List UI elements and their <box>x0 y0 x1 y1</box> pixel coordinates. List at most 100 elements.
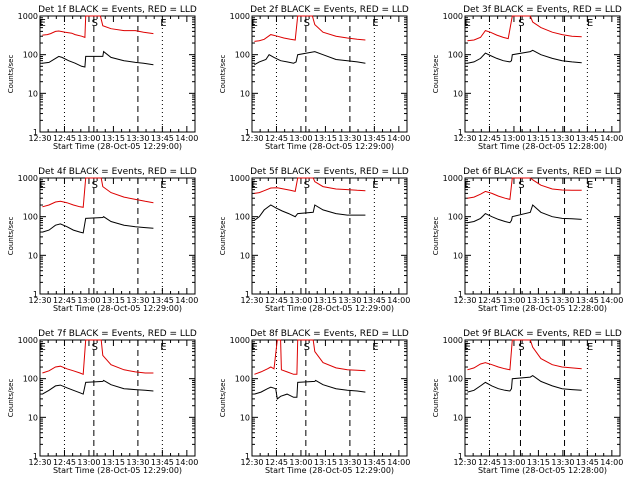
marker-s-label: S <box>518 342 524 353</box>
plot-frame <box>251 339 408 457</box>
series-black-line <box>42 379 154 395</box>
series-red-line <box>42 177 154 208</box>
x-tick-label: 14:00 <box>600 458 623 467</box>
series-black-line <box>467 204 582 224</box>
x-tick-label: 13:30 <box>551 458 574 467</box>
marker-e-label: E <box>251 18 257 29</box>
plot-frame <box>39 339 196 457</box>
x-tick-label: 13:45 <box>363 296 386 305</box>
series-red-line <box>254 15 366 42</box>
x-tick-label: 13:45 <box>363 134 386 143</box>
x-tick-label: 14:00 <box>175 134 198 143</box>
plot-frame <box>251 15 408 133</box>
x-tick-label: 12:30 <box>28 296 51 305</box>
x-tick-label: 13:00 <box>502 458 525 467</box>
x-axis-label: Start Time (28-Oct-05 12:28:00) <box>478 304 607 313</box>
x-tick-label: 13:15 <box>102 296 125 305</box>
x-tick-label: 12:45 <box>265 134 288 143</box>
series-black-line <box>42 216 154 234</box>
series-red-line <box>42 15 154 39</box>
y-tick-label: 10 <box>453 251 463 260</box>
y-tick-label: 1 <box>458 128 463 137</box>
marker-e-label: E <box>251 342 257 353</box>
x-tick-label: 13:30 <box>126 458 149 467</box>
marker-e-label: E <box>587 18 593 29</box>
marker-s-label: S <box>518 18 524 29</box>
series-black-line <box>254 204 366 221</box>
marker-e-label: E <box>372 180 378 191</box>
panel-title: Det 8f BLACK = Events, RED = LLD <box>250 329 409 339</box>
panel-det-9: Det 9f BLACK = Events, RED = LLD Counts/s… <box>432 329 623 475</box>
y-tick-label: 1 <box>33 128 38 137</box>
y-tick-label: 10 <box>28 413 38 422</box>
x-tick-label: 12:45 <box>53 134 76 143</box>
x-tick-label: 12:45 <box>478 458 501 467</box>
panel-title: Det 2f BLACK = Events, RED = LLD <box>250 5 409 15</box>
marker-e-label: E <box>160 342 166 353</box>
y-axis-label: Counts/sec <box>432 55 440 94</box>
panel-det-8: Det 8f BLACK = Events, RED = LLD Counts/s… <box>219 329 410 475</box>
x-tick-label: 12:30 <box>28 458 51 467</box>
marker-e-label: E <box>464 18 470 29</box>
y-axis-label: Counts/sec <box>7 55 15 94</box>
x-tick-label: 12:45 <box>265 458 288 467</box>
y-tick-label: 10 <box>240 89 250 98</box>
x-tick-label: 13:30 <box>126 296 149 305</box>
y-tick-label: 1000 <box>230 174 250 183</box>
marker-e-label: E <box>587 342 593 353</box>
y-tick-label: 100 <box>235 213 250 222</box>
panel-title: Det 3f BLACK = Events, RED = LLD <box>463 5 622 15</box>
marker-e-label: E <box>251 180 257 191</box>
x-tick-label: 13:30 <box>338 296 361 305</box>
series-red-line <box>467 177 582 201</box>
x-axis-label: Start Time (28-Oct-05 12:29:00) <box>53 304 182 313</box>
series-black-line <box>467 49 582 64</box>
y-axis-label: Counts/sec <box>219 379 227 418</box>
x-tick-label: 13:15 <box>527 458 550 467</box>
x-axis-label: Start Time (28-Oct-05 12:28:00) <box>478 466 607 475</box>
x-tick-label: 14:00 <box>175 296 198 305</box>
y-axis-label: Counts/sec <box>219 55 227 94</box>
y-tick-label: 1000 <box>18 174 38 183</box>
marker-s-label: S <box>92 342 98 353</box>
x-tick-label: 13:45 <box>576 134 599 143</box>
marker-e-label: E <box>39 180 45 191</box>
x-axis-label: Start Time (28-Oct-05 12:29:00) <box>265 466 394 475</box>
x-tick-label: 14:00 <box>600 134 623 143</box>
x-tick-label: 13:00 <box>289 458 312 467</box>
y-tick-label: 1000 <box>230 12 250 21</box>
y-tick-label: 10 <box>240 413 250 422</box>
x-tick-label: 12:30 <box>453 134 476 143</box>
x-tick-label: 13:15 <box>527 134 550 143</box>
marker-s-label: S <box>518 180 524 191</box>
y-tick-label: 100 <box>235 51 250 60</box>
marker-e-label: E <box>587 180 593 191</box>
x-tick-label: 14:00 <box>175 458 198 467</box>
marker-s-label: S <box>92 18 98 29</box>
x-tick-label: 12:30 <box>240 296 263 305</box>
y-tick-label: 1000 <box>18 12 38 21</box>
x-tick-label: 14:00 <box>387 458 410 467</box>
panel-title: Det 1f BLACK = Events, RED = LLD <box>38 5 197 15</box>
marker-s-label: S <box>304 180 310 191</box>
plot-frame <box>39 15 196 133</box>
y-axis-label: Counts/sec <box>219 217 227 256</box>
plot-frame <box>464 339 621 457</box>
panel-det-6: Det 6f BLACK = Events, RED = LLD Counts/s… <box>432 167 623 313</box>
y-tick-label: 1 <box>245 290 250 299</box>
marker-e-label: E <box>39 342 45 353</box>
y-tick-label: 1 <box>245 128 250 137</box>
x-tick-label: 12:45 <box>53 458 76 467</box>
y-tick-label: 1 <box>33 290 38 299</box>
x-tick-label: 13:00 <box>502 296 525 305</box>
series-red-line <box>254 177 366 194</box>
x-tick-label: 13:45 <box>151 458 174 467</box>
x-tick-label: 14:00 <box>387 134 410 143</box>
y-axis-label: Counts/sec <box>7 217 15 256</box>
y-tick-label: 100 <box>448 375 463 384</box>
y-axis-label: Counts/sec <box>432 379 440 418</box>
plot-frame <box>39 177 196 295</box>
panel-det-1: Det 1f BLACK = Events, RED = LLD Counts/s… <box>7 5 198 151</box>
x-tick-label: 13:30 <box>338 458 361 467</box>
y-tick-label: 10 <box>453 89 463 98</box>
